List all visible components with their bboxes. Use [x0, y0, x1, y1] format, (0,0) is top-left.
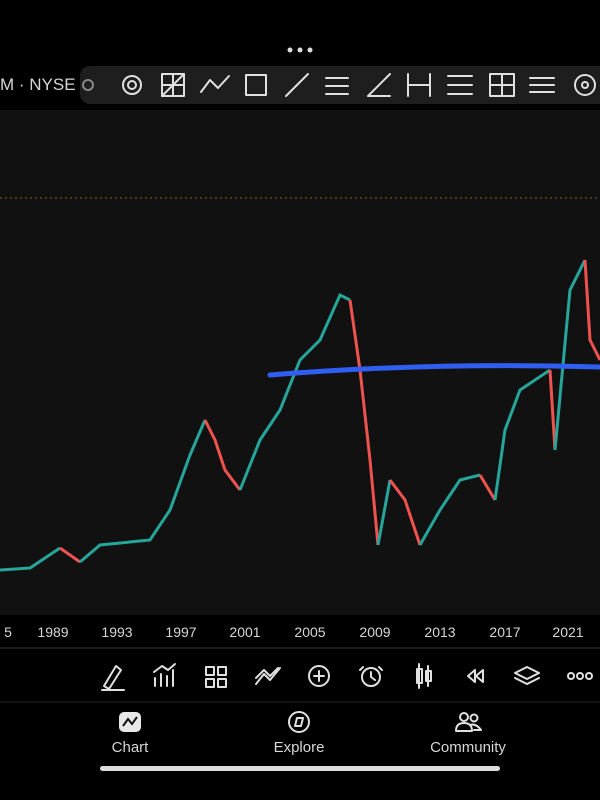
x-axis-label: 2009 — [359, 624, 390, 640]
drawn-trend-line[interactable] — [267, 363, 600, 378]
x-axis-label: 2013 — [424, 624, 455, 640]
x-axis-label: 1989 — [37, 624, 68, 640]
bottom-nav-icons[interactable] — [119, 711, 482, 733]
chart-tools[interactable] — [101, 663, 593, 691]
more-dots[interactable] — [287, 47, 313, 53]
x-axis-label: 2017 — [489, 624, 520, 640]
x-axis-label: 1993 — [101, 624, 132, 640]
x-axis-label: 1997 — [165, 624, 196, 640]
nav-label[interactable]: Community — [430, 739, 506, 756]
nav-label[interactable]: Explore — [274, 739, 325, 756]
x-axis-label: 2001 — [229, 624, 260, 640]
x-axis-label: 5 — [4, 624, 12, 640]
x-axis-label: 2021 — [552, 624, 583, 640]
x-axis-label: 2005 — [294, 624, 325, 640]
home-indicator — [100, 766, 500, 771]
nav-label[interactable]: Chart — [112, 739, 150, 756]
drawing-tools[interactable] — [82, 73, 596, 97]
x-axis: 5 1989 1993 1997 2001 2005 2009 2013 2017 2021 — [4, 624, 584, 640]
price-series — [0, 259, 600, 572]
symbol-label[interactable]: M · NYSE — [0, 75, 76, 94]
bottom-nav: Chart Explore Community — [112, 739, 507, 756]
